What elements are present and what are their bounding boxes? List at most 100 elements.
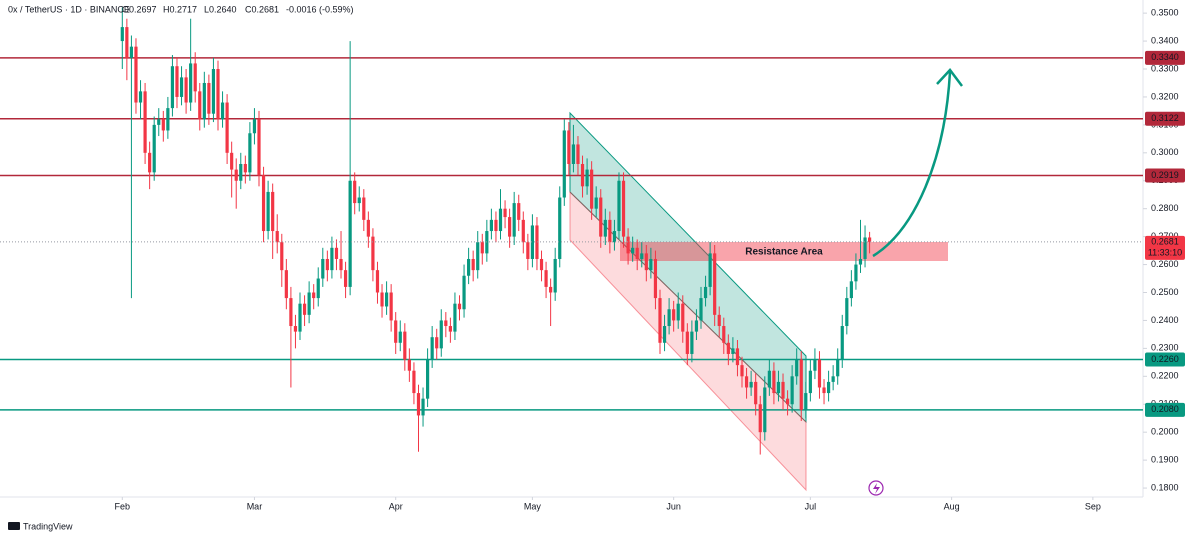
candle-body [239, 163, 243, 181]
candle-body [621, 180, 626, 237]
y-tick-label: 0.1800 [1151, 482, 1179, 492]
candle-body [453, 303, 457, 332]
candle-body [799, 359, 803, 410]
candle-body [193, 63, 197, 92]
candle-body [179, 77, 184, 97]
candle-body [703, 286, 708, 299]
candle-body [576, 144, 580, 164]
candle-body [439, 320, 443, 349]
candle-body [617, 180, 621, 232]
candle-body [526, 242, 530, 259]
candle-body [553, 258, 557, 293]
candle-body [271, 191, 275, 232]
candle-body [248, 133, 252, 173]
candle-body [266, 191, 270, 232]
candle-body [539, 258, 544, 271]
candle-body [489, 219, 493, 232]
candle-body [412, 370, 416, 394]
level-label: 0.2080 [1151, 404, 1179, 414]
candle-body [457, 303, 462, 310]
candle-body [722, 326, 726, 343]
candle-body [125, 27, 129, 58]
candle-body [840, 326, 844, 360]
candle-body [662, 326, 667, 343]
candle-body [640, 253, 644, 259]
forecast-arrow [872, 71, 952, 258]
candle-body [558, 197, 562, 259]
candle-body [476, 242, 480, 271]
candle-body [293, 326, 298, 332]
candle-body [676, 303, 680, 321]
candle-body [384, 292, 389, 307]
x-tick-label: Feb [115, 501, 131, 511]
candle-body [307, 292, 311, 315]
header-symbol: 0x / TetherUS · 1D · BINANCE [8, 4, 130, 14]
candle-body [867, 237, 872, 242]
candle-body [184, 77, 188, 103]
candle-body [198, 91, 202, 120]
last-price-box [1145, 235, 1185, 260]
candle-body [421, 398, 425, 416]
candle-body [804, 393, 808, 410]
candle-body [334, 247, 339, 259]
x-tick-label: Sep [1085, 501, 1101, 511]
x-tick-label: Apr [389, 501, 403, 511]
candle-body [284, 270, 288, 299]
candle-body [321, 258, 325, 279]
candle-body [672, 309, 676, 321]
last-price-label: 0.2681 [1151, 236, 1179, 246]
candle-body [681, 303, 685, 332]
candle-body [157, 119, 161, 125]
header-change: -0.0016 (-0.59%) [286, 4, 354, 14]
candle-body [398, 331, 402, 343]
countdown: 11:33:10 [1148, 247, 1182, 257]
candle-body [749, 381, 753, 388]
candle-body [234, 169, 238, 181]
candle-body [790, 376, 794, 405]
candle-body [389, 292, 393, 321]
candle-body [134, 46, 138, 103]
candle-body [343, 270, 348, 287]
candle-body [143, 91, 147, 153]
candle-body [831, 376, 835, 382]
candle-body [225, 102, 229, 153]
candle-body [612, 231, 617, 243]
candle-body [312, 292, 316, 299]
x-tick-label: May [524, 501, 542, 511]
candle-body [289, 298, 293, 327]
candle-body [713, 253, 717, 315]
candle-body [626, 236, 630, 254]
candle-body [817, 359, 822, 388]
header-values: O0.2697 H0.2717 L0.2640 C0.2681 -0.0016 (-0.… [122, 4, 354, 14]
y-tick-label: 0.2000 [1151, 427, 1179, 437]
candle-body [813, 359, 817, 371]
candle-body [280, 242, 284, 271]
y-tick-label: 0.1900 [1151, 454, 1179, 464]
x-tick-label: Aug [944, 501, 960, 511]
candle-body [170, 66, 175, 109]
candle-body [631, 247, 635, 254]
level-label-box [1145, 402, 1185, 417]
level-label-box [1145, 168, 1185, 183]
x-tick-label: Jul [805, 501, 817, 511]
candle-body [776, 381, 781, 394]
candle-body [448, 326, 452, 332]
annotation: Resistance Area [745, 247, 823, 258]
candle-body [435, 337, 439, 349]
candle-body [530, 225, 535, 259]
candle-body [826, 381, 831, 394]
candle-body [858, 258, 863, 265]
y-tick-label: 0.3400 [1151, 35, 1179, 45]
y-tick-label: 0.2600 [1151, 259, 1179, 269]
y-tick-label: 0.2500 [1151, 287, 1179, 297]
candle-body [211, 69, 216, 114]
candle-body [275, 231, 279, 243]
event-icon[interactable] [868, 480, 884, 496]
candle-body [467, 258, 471, 276]
candle-body [512, 203, 516, 237]
candle-body [175, 66, 179, 97]
candle-body [330, 247, 334, 271]
candle-body [717, 314, 721, 327]
candle-body [425, 359, 430, 399]
y-tick-label: 0.2300 [1151, 343, 1179, 353]
